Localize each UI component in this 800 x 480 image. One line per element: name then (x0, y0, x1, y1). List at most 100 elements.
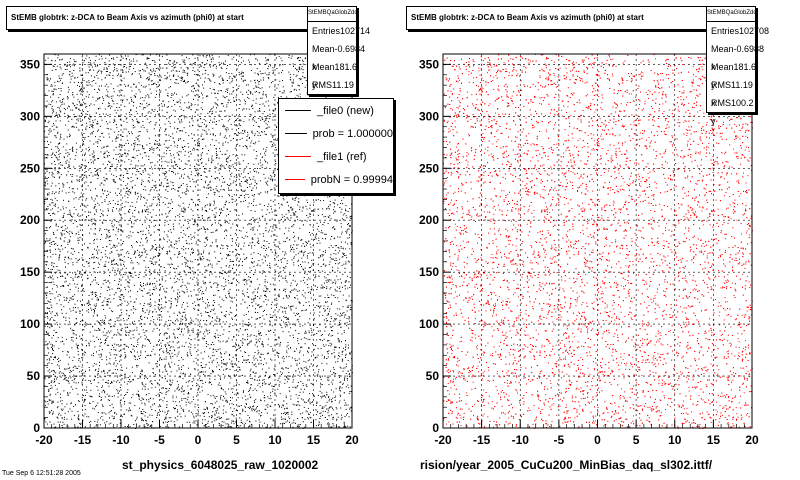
scatter-point (278, 356, 279, 358)
scatter-point (343, 219, 345, 221)
scatter-point (243, 359, 245, 361)
scatter-point (295, 394, 297, 396)
scatter-point (173, 334, 175, 336)
scatter-point (114, 269, 116, 271)
scatter-point (139, 131, 141, 132)
scatter-point (281, 368, 283, 369)
scatter-point (109, 275, 110, 277)
scatter-point (232, 278, 234, 280)
scatter-point (85, 122, 87, 124)
scatter-point (243, 171, 245, 173)
scatter-point (247, 194, 249, 195)
scatter-point (216, 416, 218, 418)
scatter-point (303, 337, 305, 339)
scatter-point (222, 165, 224, 167)
scatter-point (266, 146, 268, 148)
scatter-point (201, 315, 203, 317)
scatter-point (104, 372, 106, 374)
scatter-point (259, 180, 261, 182)
scatter-point (239, 138, 241, 140)
scatter-point (345, 344, 347, 346)
scatter-point (301, 220, 303, 222)
scatter-point (291, 208, 293, 210)
scatter-point (190, 260, 191, 262)
scatter-point (184, 150, 186, 152)
scatter-point (137, 138, 139, 140)
scatter-point (134, 301, 136, 303)
scatter-point (339, 381, 341, 383)
scatter-point (217, 337, 219, 338)
scatter-point (131, 133, 133, 135)
scatter-point (330, 327, 332, 329)
scatter-point (178, 158, 180, 160)
scatter-point (343, 379, 345, 381)
scatter-point (207, 299, 208, 301)
scatter-point (50, 325, 52, 327)
scatter-point (172, 379, 174, 381)
scatter-point (231, 365, 233, 367)
scatter-point (199, 126, 201, 128)
scatter-point (148, 111, 150, 113)
scatter-point (251, 262, 253, 264)
scatter-point (296, 89, 297, 91)
scatter-point (198, 66, 200, 68)
scatter-point (136, 393, 138, 395)
scatter-point (148, 393, 150, 395)
scatter-point (347, 305, 349, 307)
scatter-point (331, 330, 333, 332)
scatter-point (91, 124, 93, 126)
scatter-point (350, 307, 352, 308)
scatter-point (222, 142, 224, 144)
scatter-point (225, 88, 227, 90)
scatter-point (72, 264, 74, 266)
scatter-point (123, 128, 125, 130)
scatter-point (307, 322, 309, 324)
scatter-point (103, 300, 105, 302)
scatter-point (165, 134, 167, 136)
scatter-point (59, 142, 61, 144)
scatter-point (122, 274, 124, 275)
scatter-point (60, 164, 62, 166)
scatter-point (281, 307, 283, 309)
scatter-point (108, 261, 110, 263)
scatter-point (107, 68, 108, 70)
scatter-point (95, 55, 97, 57)
scatter-point (279, 362, 281, 364)
scatter-point (71, 180, 73, 182)
scatter-point (160, 308, 162, 310)
scatter-point (277, 352, 279, 354)
scatter-point (291, 305, 293, 307)
scatter-point (73, 103, 74, 105)
scatter-point (301, 398, 302, 400)
scatter-point (114, 245, 116, 246)
scatter-point (124, 354, 126, 356)
scatter-point (183, 211, 185, 213)
scatter-point (184, 154, 186, 156)
scatter-point (264, 159, 266, 161)
scatter-point (306, 367, 308, 369)
scatter-point (71, 418, 73, 420)
scatter-point (278, 203, 280, 205)
scatter-point (182, 359, 184, 361)
scatter-point (240, 340, 242, 342)
scatter-point (97, 419, 99, 421)
scatter-point (277, 388, 279, 390)
scatter-point (285, 326, 286, 328)
scatter-point (191, 90, 192, 92)
scatter-point (254, 379, 256, 381)
scatter-point (80, 224, 82, 226)
scatter-point (271, 211, 273, 213)
scatter-point (132, 105, 134, 107)
scatter-point (242, 361, 244, 363)
scatter-point (77, 259, 79, 261)
scatter-point (188, 380, 190, 382)
scatter-point (218, 320, 220, 322)
scatter-point (202, 367, 204, 368)
scatter-point (97, 97, 99, 99)
scatter-point (108, 385, 110, 387)
scatter-point (310, 312, 311, 314)
scatter-point (349, 308, 351, 310)
scatter-point (239, 114, 240, 116)
scatter-point (158, 144, 159, 146)
scatter-point (194, 175, 196, 177)
